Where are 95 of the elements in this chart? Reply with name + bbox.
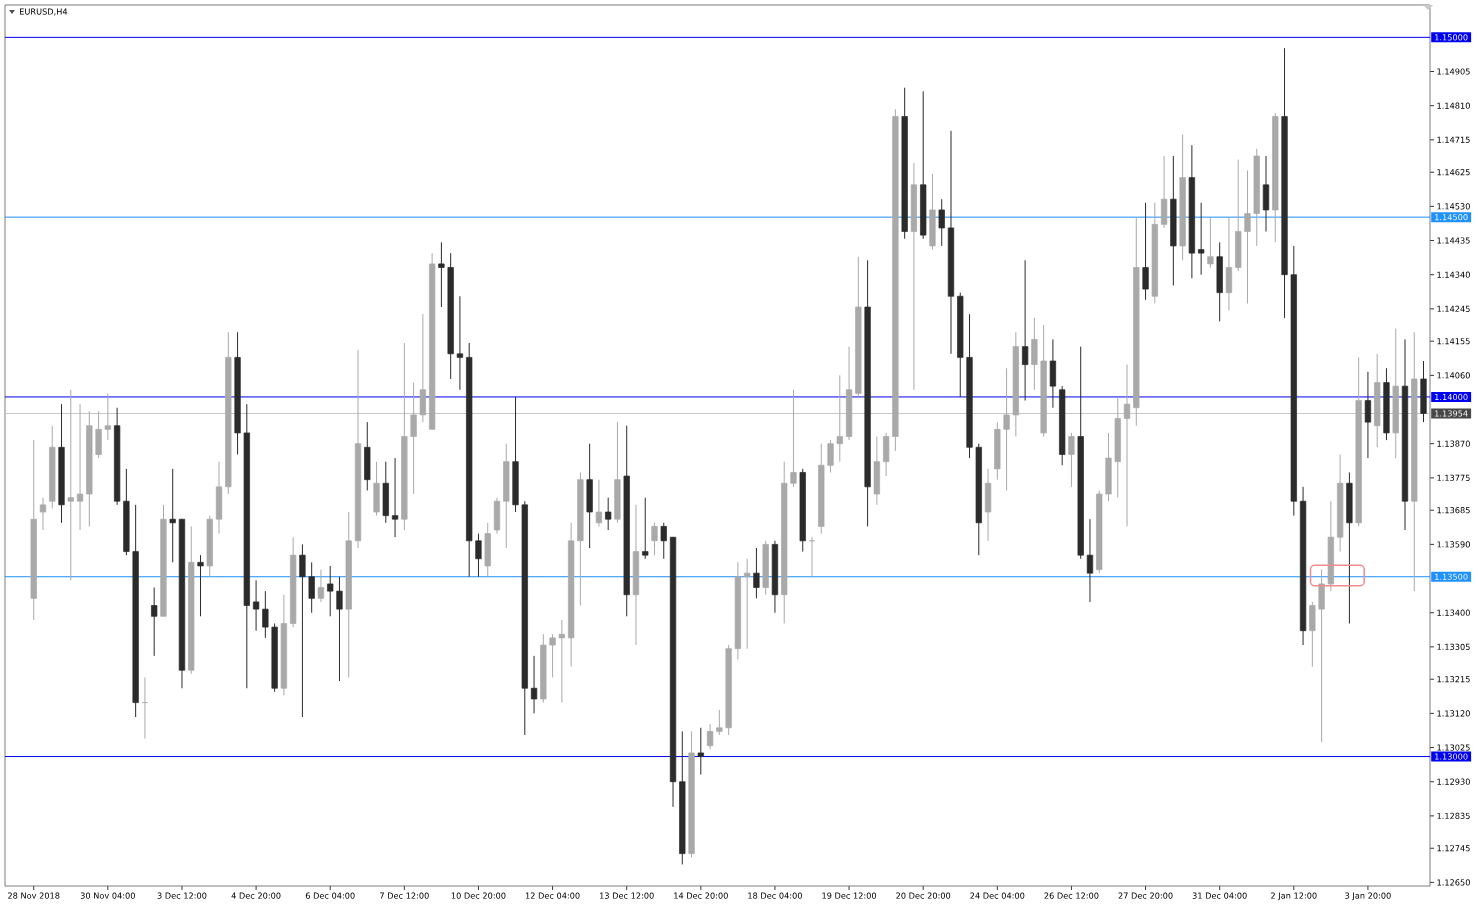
y-tick-label: 1.12835: [1437, 812, 1470, 819]
candlestick: [605, 497, 612, 531]
candlestick: [438, 241, 445, 308]
y-tick-label: 1.14810: [1437, 102, 1470, 109]
ref-line-label: 1.15000: [1435, 34, 1468, 41]
x-tick-label: 12 Dec 04:00: [525, 892, 580, 899]
candlestick: [660, 522, 667, 560]
candlestick: [39, 497, 47, 531]
candlestick: [697, 727, 704, 776]
candlestick: [938, 198, 945, 247]
candlestick: [836, 374, 843, 463]
candlestick: [1123, 364, 1131, 527]
candlestick: [1021, 259, 1029, 402]
candlestick: [151, 587, 158, 657]
x-tick-label: 3 Jan 20:00: [1345, 892, 1391, 901]
ref-line-label: 1.14500: [1435, 214, 1468, 221]
candlestick: [530, 655, 538, 714]
candlestick: [336, 576, 343, 682]
y-tick-label: 1.13685: [1437, 507, 1470, 514]
y-tick-label: 1.13400: [1437, 609, 1470, 616]
y-tick-label: 1.13025: [1437, 744, 1470, 751]
y-tick-label: 1.14905: [1437, 68, 1470, 75]
y-tick-label: 1.14060: [1437, 372, 1470, 379]
y-tick-label: 1.14155: [1437, 338, 1470, 345]
x-tick-label: 31 Dec 04:00: [1192, 892, 1247, 899]
candlestick: [104, 392, 111, 441]
x-tick-label: 7 Dec 12:00: [380, 892, 429, 899]
candlestick: [651, 522, 658, 556]
x-tick-label: 28 Nov 2018: [8, 892, 60, 899]
y-tick-label: 1.12930: [1437, 778, 1470, 785]
candlestick: [76, 403, 84, 531]
y-tick-label: 1.14530: [1437, 203, 1470, 210]
candlestick: [1198, 202, 1205, 276]
x-tick-label: 3 Dec 12:00: [157, 892, 207, 899]
x-tick-label: 2 Jan 12:00: [1271, 892, 1317, 901]
y-tick-label: 1.13870: [1437, 440, 1470, 447]
y-tick-label: 1.14625: [1437, 169, 1470, 176]
y-tick-label: 1.13775: [1437, 474, 1470, 481]
candlestick: [1003, 367, 1010, 491]
ref-line-label: 1.13000: [1435, 753, 1468, 760]
candlestick: [308, 561, 315, 614]
x-tick-label: 13 Dec 12:00: [600, 892, 654, 899]
candlestick: [327, 565, 334, 617]
chart-title: EURUSD,H4: [20, 8, 68, 16]
x-tick-label: 26 Dec 12:00: [1044, 892, 1099, 899]
ref-line-label: 1.14000: [1435, 393, 1468, 401]
candlestick: [1244, 169, 1251, 304]
x-tick-label: 14 Dec 20:00: [674, 892, 728, 899]
candlestick: [410, 382, 417, 495]
x-tick-label: 6 Dec 04:00: [305, 892, 355, 899]
candlestick: [1207, 216, 1214, 268]
y-tick-label: 1.13590: [1437, 541, 1470, 548]
y-tick-label: 1.14245: [1437, 305, 1470, 312]
x-tick-label: 30 Nov 04:00: [80, 892, 135, 899]
x-tick-label: 24 Dec 04:00: [970, 892, 1025, 899]
ref-line-label: 1.13500: [1435, 573, 1468, 580]
y-tick-label: 1.13120: [1437, 710, 1470, 717]
candlestick: [299, 543, 306, 718]
y-tick-label: 1.14340: [1437, 271, 1470, 278]
x-tick-label: 18 Dec 04:00: [748, 892, 802, 899]
candlestick: [790, 389, 797, 488]
x-tick-label: 20 Dec 20:00: [896, 892, 951, 899]
candlestick: [391, 457, 399, 538]
candlestick: [1364, 371, 1372, 459]
candlestick: [262, 590, 269, 639]
x-tick-label: 4 Dec 20:00: [231, 892, 281, 899]
candlestick: [716, 709, 723, 736]
candlestick: [169, 468, 176, 563]
candlestick: [642, 497, 649, 560]
candlestick: [827, 439, 834, 473]
candlestick: [558, 619, 565, 704]
candlestick: [456, 295, 464, 391]
candlestick: [744, 558, 751, 650]
y-tick-label: 1.13215: [1437, 676, 1470, 683]
candlestick: [706, 723, 714, 750]
y-tick-label: 1.14715: [1437, 136, 1470, 143]
candlestick: [67, 389, 74, 581]
candlestick: [1142, 202, 1149, 301]
candlestick: [317, 569, 325, 603]
x-tick-label: 10 Dec 20:00: [451, 892, 506, 899]
candlestick: [549, 633, 556, 678]
y-tick-label: 1.12650: [1437, 879, 1470, 886]
ref-line-label: 1.13954: [1435, 410, 1468, 417]
x-tick-label: 27 Dec 20:00: [1118, 892, 1173, 899]
candlestick: [1086, 518, 1094, 603]
candlestick: [475, 533, 482, 578]
y-tick-label: 1.12745: [1437, 845, 1470, 852]
candlestick: [197, 554, 204, 617]
candlestick: [252, 579, 260, 632]
y-tick-label: 1.13305: [1437, 643, 1470, 650]
y-tick-label: 1.14435: [1437, 237, 1470, 244]
candlestick: [595, 479, 603, 527]
x-tick-label: 19 Dec 12:00: [822, 892, 877, 899]
candlestick: [753, 547, 760, 599]
candlestick: [1068, 432, 1075, 488]
